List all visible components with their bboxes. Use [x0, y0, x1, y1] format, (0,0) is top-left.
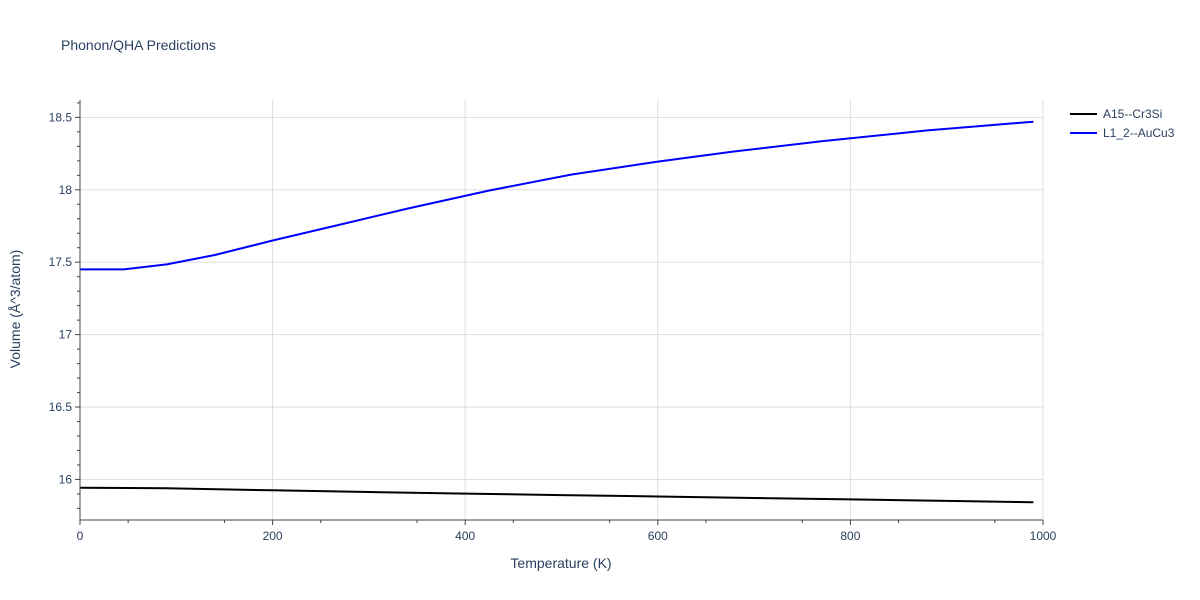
legend[interactable]: A15--Cr3Si L1_2--AuCu3	[1070, 107, 1175, 140]
x-tick-label: 1000	[1030, 529, 1057, 543]
x-axis-title: Temperature (K)	[510, 555, 611, 571]
legend-label: L1_2--AuCu3	[1103, 126, 1175, 140]
legend-item[interactable]: L1_2--AuCu3	[1070, 126, 1175, 140]
x-tick-label: 400	[455, 529, 475, 543]
y-tick-label: 17.5	[49, 255, 73, 269]
series-line-a15-cr3si	[79, 486, 1034, 504]
series-line-l1-2-aucu3	[80, 120, 1034, 271]
axes: 0 200 400 600 800 1000 16 16.5 17 17.5 18 18.5	[49, 100, 1057, 543]
plot-area	[79, 120, 1034, 504]
chart-title: Phonon/QHA Predictions	[61, 37, 216, 53]
x-tick-label: 600	[648, 529, 668, 543]
grid	[80, 100, 1044, 520]
y-tick-label: 18.5	[49, 110, 73, 124]
legend-label: A15--Cr3Si	[1103, 107, 1162, 121]
y-tick-label: 18	[59, 183, 73, 197]
y-tick-label: 16.5	[49, 400, 73, 414]
y-tick-label: 17	[59, 328, 73, 342]
x-tick-label: 200	[263, 529, 283, 543]
x-tick-label: 800	[840, 529, 860, 543]
legend-item[interactable]: A15--Cr3Si	[1070, 107, 1162, 121]
y-axis-title: Volume (Å^3/atom)	[7, 250, 23, 369]
x-tick-label: 0	[77, 529, 84, 543]
y-tick-label: 16	[59, 472, 73, 486]
